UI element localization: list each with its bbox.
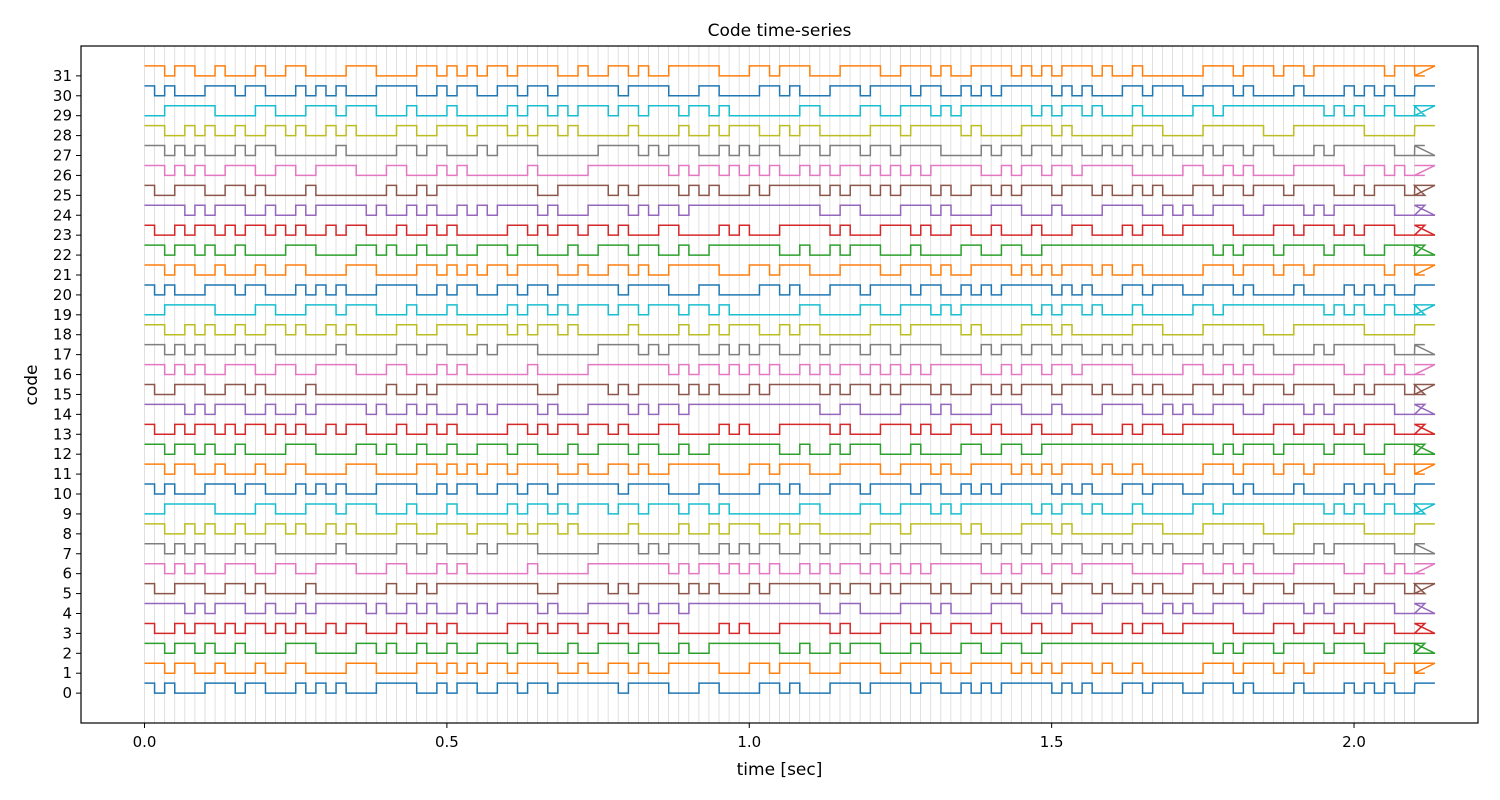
y-tick-label: 10: [53, 485, 72, 503]
x-tick-label: 0.5: [435, 733, 459, 751]
y-tick-label: 22: [53, 246, 72, 264]
series-line-code-14: [144, 403, 1436, 416]
y-tick-label: 25: [53, 186, 72, 204]
x-tick-label: 2.0: [1342, 733, 1366, 751]
y-tick-label: 26: [53, 166, 72, 184]
series-line-code-11: [144, 463, 1436, 475]
y-tick-label: 29: [53, 107, 72, 125]
y-tick-label: 23: [53, 226, 72, 244]
plot-frame: [80, 45, 1479, 724]
series-line-code-29: [144, 104, 1436, 117]
y-tick-label: 6: [62, 565, 72, 583]
y-tick-label: 21: [53, 266, 72, 284]
y-tick-label: 3: [62, 624, 72, 642]
y-tick-label: 13: [53, 425, 72, 443]
series-line-code-10: [144, 483, 1435, 495]
series-line-code-24: [144, 204, 1436, 216]
y-tick-label: 1: [62, 664, 72, 682]
series-line-code-18: [144, 324, 1435, 336]
series-line-code-16: [144, 363, 1436, 376]
series-line-code-22: [144, 244, 1436, 256]
y-tick-label: 12: [53, 445, 72, 463]
series-line-code-1: [144, 662, 1436, 674]
x-tick-label: 1.5: [1040, 733, 1064, 751]
series-line-code-26: [144, 164, 1436, 177]
series-line-code-0: [144, 682, 1435, 694]
x-axis-label: time [sec]: [737, 760, 823, 780]
y-axis-ticks: 0123456789101112131415161718192021222324…: [53, 67, 81, 702]
series-line-code-9: [144, 503, 1436, 515]
y-tick-label: 28: [53, 127, 72, 145]
y-tick-label: 18: [53, 326, 72, 344]
y-tick-label: 31: [53, 67, 72, 85]
y-axis-label: code: [22, 365, 42, 406]
series-line-code-30: [144, 85, 1435, 97]
y-tick-label: 14: [53, 405, 72, 423]
series-line-code-12: [144, 443, 1436, 455]
series-line-code-17: [144, 343, 1436, 356]
y-tick-label: 0: [62, 684, 72, 702]
y-tick-label: 24: [53, 206, 72, 224]
y-tick-label: 27: [53, 147, 72, 165]
y-tick-label: 9: [62, 505, 72, 523]
series-line-code-4: [144, 602, 1436, 615]
series-line-code-6: [144, 562, 1436, 575]
y-tick-label: 8: [62, 525, 72, 543]
series-line-code-25: [144, 184, 1436, 197]
series-line-code-15: [144, 383, 1436, 396]
chart-title: Code time-series: [708, 21, 852, 41]
series-line-code-27: [144, 144, 1436, 157]
series-line-code-13: [144, 423, 1436, 436]
x-tick-label: 1.0: [737, 733, 761, 751]
series-line-code-19: [144, 304, 1436, 316]
y-tick-label: 30: [53, 87, 72, 105]
series-line-code-8: [144, 523, 1435, 535]
y-tick-label: 15: [53, 385, 72, 403]
series-line-code-20: [144, 284, 1435, 296]
series-line-code-5: [144, 582, 1436, 595]
y-tick-label: 2: [62, 644, 72, 662]
series-line-code-7: [144, 543, 1436, 555]
series-line-code-31: [144, 65, 1436, 77]
y-tick-label: 4: [62, 604, 72, 622]
y-tick-label: 11: [53, 465, 72, 483]
y-tick-label: 19: [53, 306, 72, 324]
y-tick-label: 5: [62, 585, 72, 603]
series-line-code-3: [144, 622, 1436, 635]
series-line-code-23: [144, 224, 1436, 236]
series-line-code-28: [144, 124, 1435, 137]
y-tick-label: 16: [53, 366, 72, 384]
y-tick-label: 17: [53, 346, 72, 364]
series-group: [144, 65, 1436, 694]
y-tick-label: 7: [62, 545, 72, 563]
series-line-code-2: [144, 642, 1436, 655]
x-axis-ticks: 0.0 0.5 1.0 1.5 2.0: [133, 723, 1366, 751]
y-tick-label: 20: [53, 286, 72, 304]
series-line-code-21: [144, 264, 1436, 276]
x-tick-label: 0.0: [133, 733, 157, 751]
